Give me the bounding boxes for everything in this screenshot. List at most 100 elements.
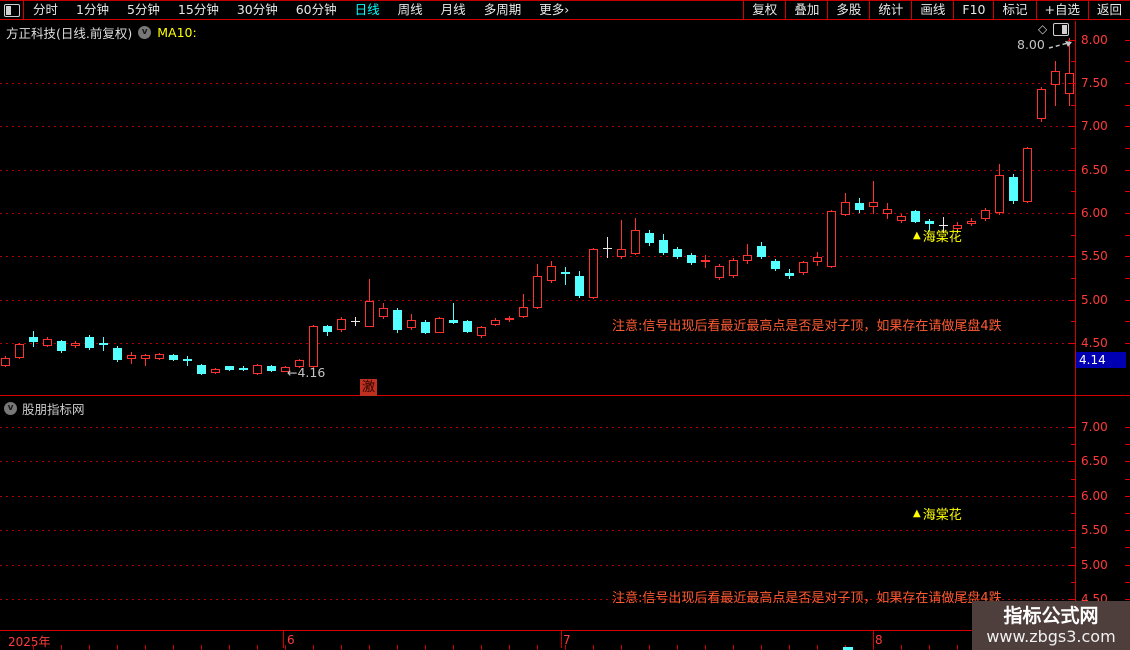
menu-item-period-3[interactable]: 15分钟 bbox=[177, 2, 219, 17]
candle-63[interactable] bbox=[883, 209, 892, 214]
candle-10[interactable] bbox=[141, 355, 150, 359]
candle-3[interactable] bbox=[43, 339, 52, 346]
menu-item-tool-6[interactable]: 标记 bbox=[993, 1, 1035, 19]
candle-71[interactable] bbox=[995, 175, 1004, 213]
candle-41[interactable] bbox=[575, 276, 584, 296]
menu-item-tool-0[interactable]: 复权 bbox=[743, 1, 785, 19]
candle-1[interactable] bbox=[15, 344, 24, 358]
chevron-down-icon[interactable]: v bbox=[4, 402, 17, 415]
candle-28[interactable] bbox=[393, 310, 402, 330]
candle-39[interactable] bbox=[547, 266, 556, 281]
menu-item-tool-5[interactable]: F10 bbox=[953, 1, 993, 19]
candle-45[interactable] bbox=[631, 230, 640, 254]
candle-54[interactable] bbox=[757, 246, 766, 257]
candle-74[interactable] bbox=[1037, 89, 1046, 119]
candle-27[interactable] bbox=[379, 308, 388, 317]
menu-item-period-0[interactable]: 分时 bbox=[33, 2, 59, 17]
candle-21[interactable] bbox=[295, 360, 304, 367]
candle-20[interactable] bbox=[281, 367, 290, 372]
candle-53[interactable] bbox=[743, 255, 752, 261]
menu-item-tool-8[interactable]: 返回 bbox=[1087, 1, 1130, 19]
menu-item-tool-3[interactable]: 统计 bbox=[869, 1, 911, 19]
candle-12[interactable] bbox=[169, 355, 178, 360]
candle-66[interactable] bbox=[925, 221, 934, 224]
menu-item-period-2[interactable]: 5分钟 bbox=[126, 2, 160, 17]
candle-5[interactable] bbox=[71, 343, 80, 346]
menu-item-period-8[interactable]: 月线 bbox=[440, 2, 466, 17]
candle-26[interactable] bbox=[365, 301, 374, 327]
menu-item-period-5[interactable]: 60分钟 bbox=[295, 2, 337, 17]
candle-50[interactable] bbox=[701, 260, 710, 262]
candle-13[interactable] bbox=[183, 359, 192, 361]
candle-9[interactable] bbox=[127, 355, 136, 359]
candle-73[interactable] bbox=[1023, 148, 1032, 202]
candle-0[interactable] bbox=[1, 358, 10, 366]
candle-47[interactable] bbox=[659, 240, 668, 253]
candle-22[interactable] bbox=[309, 326, 318, 367]
menu-item-tool-1[interactable]: 叠加 bbox=[785, 1, 827, 19]
menu-item-period-6[interactable]: 日线 bbox=[354, 2, 380, 17]
candle-49[interactable] bbox=[687, 255, 696, 263]
candle-40[interactable] bbox=[561, 272, 570, 274]
candle-16[interactable] bbox=[225, 366, 234, 370]
chevron-down-icon[interactable]: v bbox=[138, 26, 152, 39]
candle-51[interactable] bbox=[715, 266, 724, 278]
candle-34[interactable] bbox=[477, 327, 486, 336]
candle-56[interactable] bbox=[785, 273, 794, 276]
candle-15[interactable] bbox=[211, 369, 220, 373]
candle-30[interactable] bbox=[421, 322, 430, 333]
candle-62[interactable] bbox=[869, 202, 878, 207]
panel-toggle-button[interactable] bbox=[0, 1, 24, 19]
candle-44[interactable] bbox=[617, 249, 626, 257]
candle-52[interactable] bbox=[729, 260, 738, 276]
candle-60[interactable] bbox=[841, 202, 850, 215]
candle-57[interactable] bbox=[799, 262, 808, 273]
candle-6[interactable] bbox=[85, 337, 94, 348]
candle-64[interactable] bbox=[897, 216, 906, 221]
candle-18[interactable] bbox=[253, 365, 262, 374]
candle-7[interactable] bbox=[99, 343, 108, 345]
candle-29[interactable] bbox=[407, 320, 416, 328]
candle-33[interactable] bbox=[463, 321, 472, 332]
menu-item-period-9[interactable]: 多周期 bbox=[483, 2, 522, 17]
candle-23[interactable] bbox=[323, 326, 332, 332]
candle-72[interactable] bbox=[1009, 177, 1018, 201]
candle-43[interactable] bbox=[603, 248, 612, 249]
candle-58[interactable] bbox=[813, 257, 822, 262]
candle-55[interactable] bbox=[771, 261, 780, 269]
candle-46[interactable] bbox=[645, 233, 654, 243]
menu-item-period-10[interactable]: 更多› bbox=[539, 2, 570, 17]
menu-item-period-1[interactable]: 1分钟 bbox=[76, 2, 109, 17]
candle-31[interactable] bbox=[435, 318, 444, 333]
candle-65[interactable] bbox=[911, 211, 920, 222]
candle-19[interactable] bbox=[267, 366, 276, 371]
candle-48[interactable] bbox=[673, 249, 682, 257]
candle-59[interactable] bbox=[827, 211, 836, 267]
candle-67[interactable] bbox=[939, 225, 948, 226]
diamond-marker-icon[interactable]: ◇ bbox=[1038, 22, 1048, 36]
candle-24[interactable] bbox=[337, 319, 346, 330]
candle-11[interactable] bbox=[155, 354, 164, 359]
menu-item-period-4[interactable]: 30分钟 bbox=[236, 2, 278, 17]
candle-14[interactable] bbox=[197, 365, 206, 374]
candle-37[interactable] bbox=[519, 307, 528, 317]
menu-item-period-7[interactable]: 周线 bbox=[397, 2, 423, 17]
candle-38[interactable] bbox=[533, 276, 542, 308]
candle-69[interactable] bbox=[967, 221, 976, 224]
candle-4[interactable] bbox=[57, 341, 66, 351]
candle-61[interactable] bbox=[855, 203, 864, 210]
candle-70[interactable] bbox=[981, 210, 990, 219]
candle-68[interactable] bbox=[953, 225, 962, 229]
candle-2[interactable] bbox=[29, 337, 38, 342]
candle-36[interactable] bbox=[505, 318, 514, 320]
panel-right-icon[interactable] bbox=[1053, 22, 1070, 36]
candle-32[interactable] bbox=[449, 320, 458, 323]
candle-35[interactable] bbox=[491, 320, 500, 325]
candle-75[interactable] bbox=[1051, 71, 1060, 85]
candle-17[interactable] bbox=[239, 368, 248, 370]
menu-item-tool-7[interactable]: +自选 bbox=[1035, 1, 1088, 19]
candle-8[interactable] bbox=[113, 348, 122, 360]
candle-42[interactable] bbox=[589, 249, 598, 298]
menu-item-tool-4[interactable]: 画线 bbox=[911, 1, 953, 19]
